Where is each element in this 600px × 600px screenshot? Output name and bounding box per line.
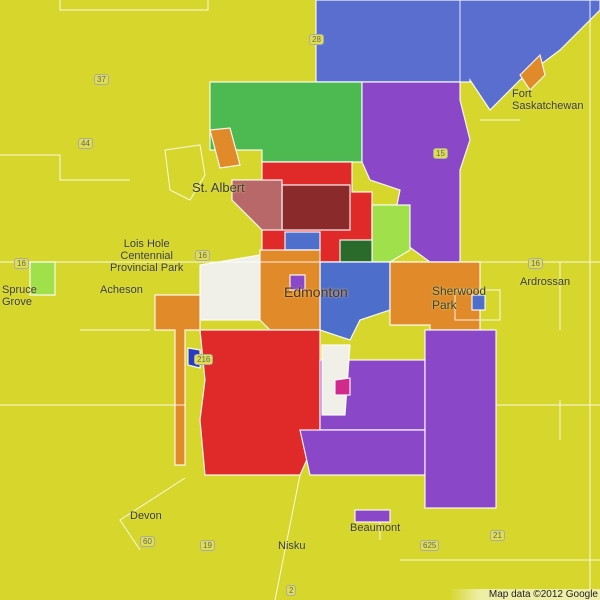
region-beaumont[interactable] bbox=[354, 509, 391, 523]
region-blue-sherwood[interactable] bbox=[471, 294, 486, 311]
place-label-spruce-grove: Spruce Grove bbox=[2, 284, 37, 308]
region-red-south[interactable] bbox=[199, 329, 321, 476]
highway-shield-216: 216 bbox=[194, 354, 214, 365]
region-magenta[interactable] bbox=[334, 377, 351, 396]
highway-shield-37: 37 bbox=[94, 74, 109, 85]
region-orange-west[interactable] bbox=[154, 294, 201, 466]
map-attribution: Map data ©2012 Google bbox=[448, 589, 600, 600]
place-label-edmonton: Edmonton bbox=[284, 284, 348, 300]
place-label-sherwood-park: Sherwood Park bbox=[432, 284, 487, 312]
region-white-west[interactable] bbox=[199, 254, 261, 321]
place-label-acheson: Acheson bbox=[100, 284, 143, 296]
region-fort-orange[interactable] bbox=[519, 53, 546, 91]
region-darkred[interactable] bbox=[281, 184, 351, 231]
highway-shield-2: 2 bbox=[286, 585, 297, 596]
highway-shield-16: 16 bbox=[195, 250, 210, 261]
place-label-devon: Devon bbox=[130, 510, 162, 522]
region-lightgreen-east[interactable] bbox=[371, 204, 411, 263]
highway-shield-28: 28 bbox=[309, 34, 324, 45]
region-purple-sse[interactable] bbox=[299, 429, 426, 476]
place-label-ardrossan: Ardrossan bbox=[520, 276, 571, 288]
place-label-fort-saskatchewan: Fort Saskatchewan bbox=[512, 88, 584, 112]
region-purple-small[interactable] bbox=[289, 274, 306, 291]
highway-shield-19: 19 bbox=[200, 540, 215, 551]
highway-shield-16-west: 16 bbox=[14, 258, 29, 269]
region-purple-strathcona[interactable] bbox=[424, 329, 497, 509]
place-label-st-albert: St. Albert bbox=[192, 180, 245, 195]
region-blue-east[interactable] bbox=[319, 261, 391, 341]
region-rose[interactable] bbox=[231, 179, 283, 231]
highway-shield-44: 44 bbox=[78, 138, 93, 149]
highway-shield-16-east: 16 bbox=[528, 258, 543, 269]
region-blue-central[interactable] bbox=[284, 231, 321, 251]
place-label-lois-hole-park: Lois Hole Centennial Provincial Park bbox=[110, 238, 184, 274]
highway-shield-625: 625 bbox=[420, 540, 440, 551]
highway-shield-15: 15 bbox=[433, 148, 448, 159]
place-label-nisku: Nisku bbox=[278, 540, 306, 552]
highway-shield-21: 21 bbox=[490, 530, 505, 541]
region-darkgreen[interactable] bbox=[339, 239, 373, 263]
highway-shield-60: 60 bbox=[140, 536, 155, 547]
place-label-beaumont: Beaumont bbox=[350, 522, 401, 534]
region-st-albert-orange[interactable] bbox=[209, 127, 241, 169]
